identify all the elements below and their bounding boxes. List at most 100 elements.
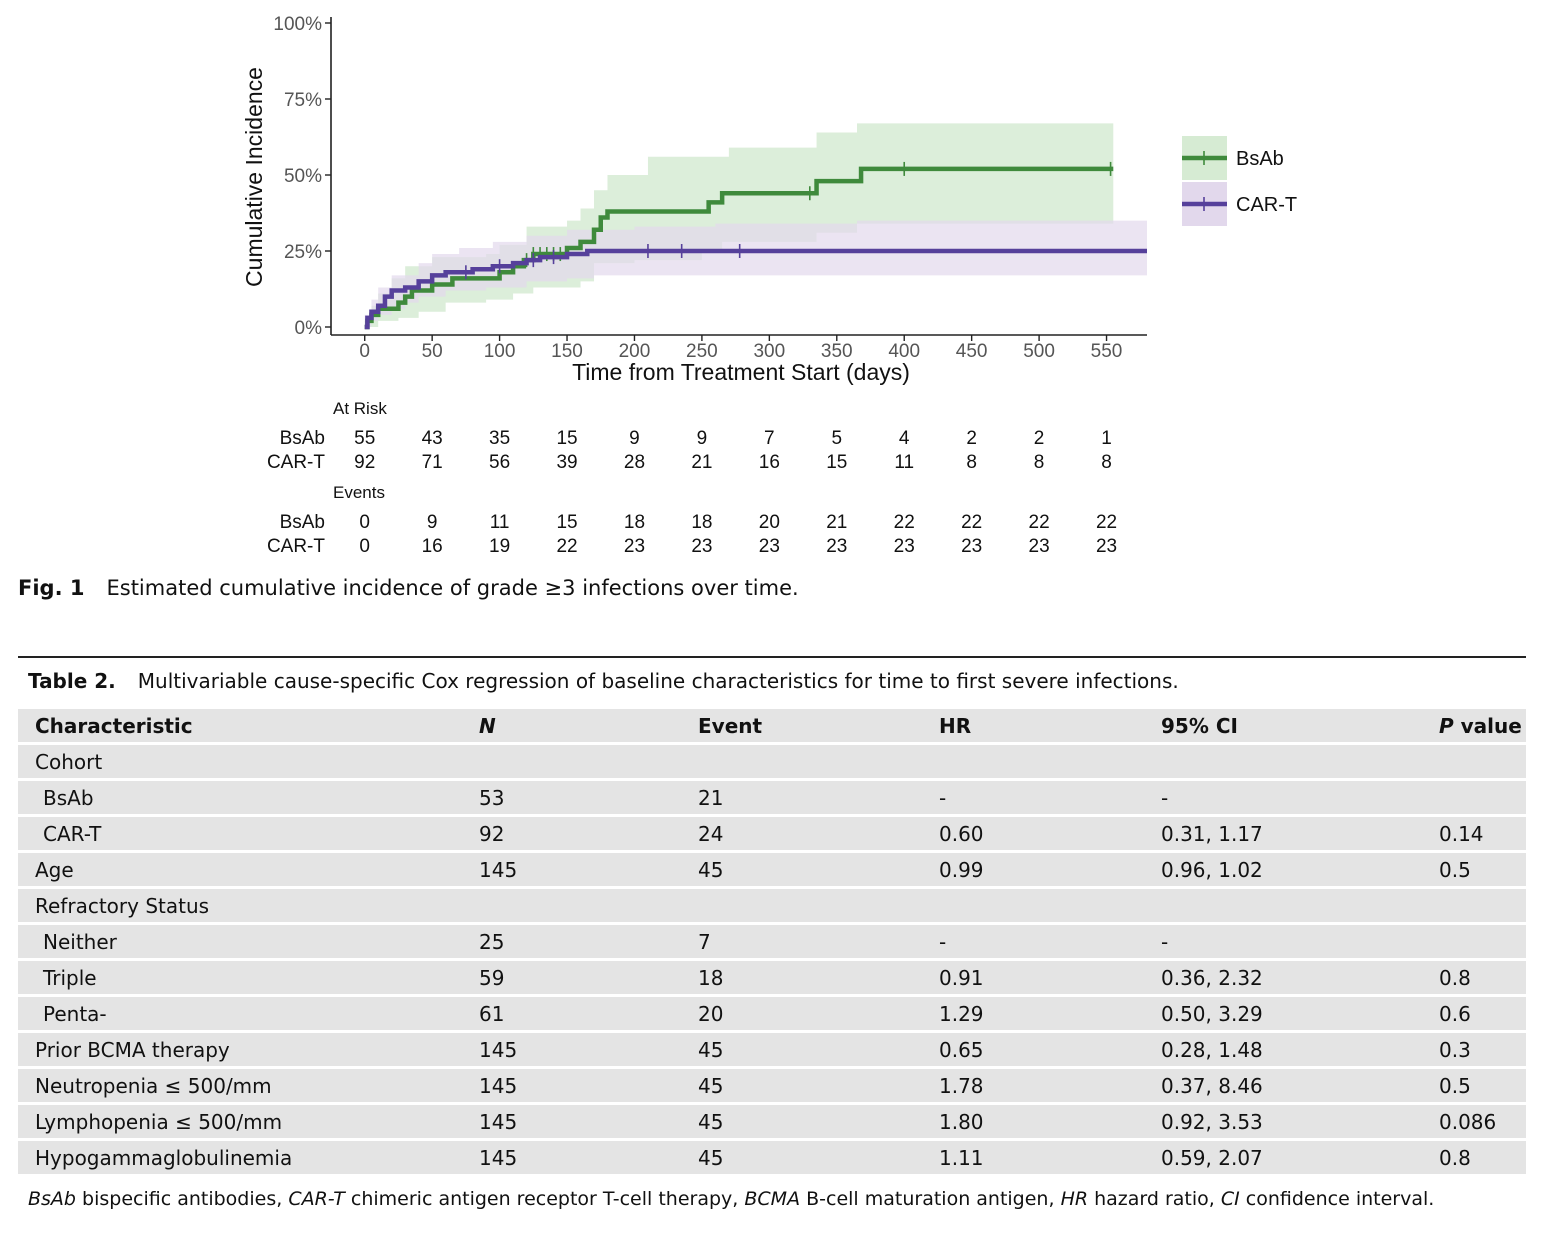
- cell-characteristic: CAR-T: [18, 817, 479, 850]
- footnote-abbreviation: HR: [1060, 1188, 1089, 1210]
- cell-hr: 0.91: [939, 961, 1161, 994]
- x-tick-label: 300: [753, 341, 785, 362]
- footnote-abbreviation: BCMA: [744, 1188, 801, 1210]
- footnote-abbreviation: CAR-T: [288, 1188, 345, 1210]
- cell-p: 0.8: [1439, 961, 1526, 994]
- table-row: Cohort: [18, 745, 1526, 778]
- cell-p: 0.086: [1439, 1105, 1526, 1138]
- cell-hr: -: [939, 925, 1161, 958]
- cell-n: 59: [479, 961, 698, 994]
- y-tick-label: 50%: [284, 166, 322, 187]
- cell-event: 21: [698, 781, 939, 814]
- legend-label-car-t: CAR-T: [1236, 194, 1297, 216]
- cell-event: 18: [698, 961, 939, 994]
- cell-p: [1439, 781, 1526, 814]
- table-row: Hypogammaglobulinemia 145 45 1.11 0.59, 2.07…: [18, 1141, 1526, 1174]
- cell-event: 45: [698, 1033, 939, 1066]
- cell-ci: [1161, 745, 1439, 778]
- cell-ci: 0.96, 1.02: [1161, 853, 1439, 886]
- cell-ci: 0.31, 1.17: [1161, 817, 1439, 850]
- cell-characteristic: BsAb: [18, 781, 479, 814]
- table-row: BsAb 53 21- -: [18, 781, 1526, 814]
- header-ci: 95% CI: [1161, 709, 1439, 742]
- chart-legend: BsAb CAR-T: [1182, 136, 1297, 226]
- footnote-definition: B-cell maturation antigen,: [800, 1188, 1061, 1210]
- table-row: Penta- 61 20 1.29 0.50, 3.29 0.6: [18, 997, 1526, 1030]
- figure-caption-text: Estimated cumulative incidence of grade …: [106, 576, 799, 600]
- cell-characteristic: Lymphopenia ≤ 500/mm: [18, 1105, 479, 1138]
- cell-hr: 0.60: [939, 817, 1161, 850]
- cell-p: 0.5: [1439, 853, 1526, 886]
- table-row: CAR-T 92 24 0.60 0.31, 1.17 0.14: [18, 817, 1526, 850]
- cell-p: [1439, 889, 1526, 922]
- table-footnote: BsAb bispecific antibodies, CAR-T chimer…: [28, 1188, 1434, 1210]
- x-tick-label: 400: [888, 341, 920, 362]
- x-tick-label: 550: [1091, 341, 1123, 362]
- cell-n: 145: [479, 853, 698, 886]
- cell-ci: 0.28, 1.48: [1161, 1033, 1439, 1066]
- cell-characteristic: Cohort: [18, 745, 479, 778]
- table-title-text: Multivariable cause-specific Cox regress…: [137, 669, 1179, 693]
- cell-hr: 0.65: [939, 1033, 1161, 1066]
- cell-characteristic: Neutropenia ≤ 500/mm: [18, 1069, 479, 1102]
- header-p-value: P value: [1439, 709, 1526, 742]
- figure-caption: Fig. 1 Estimated cumulative incidence of …: [18, 576, 799, 600]
- cell-n: 145: [479, 1105, 698, 1138]
- header-hr: HR: [939, 709, 1161, 742]
- x-tick-label: 150: [551, 341, 583, 362]
- cell-n: 145: [479, 1033, 698, 1066]
- y-axis-label: Cumulative Incidence: [241, 67, 267, 287]
- cell-p: [1439, 745, 1526, 778]
- cell-event: [698, 745, 939, 778]
- cell-n: 92: [479, 817, 698, 850]
- cell-hr: 0.99: [939, 853, 1161, 886]
- x-axis-label: Time from Treatment Start (days): [572, 359, 910, 385]
- cell-p: 0.8: [1439, 1141, 1526, 1174]
- table-top-rule: [18, 656, 1526, 658]
- x-tick-label: 50: [422, 341, 443, 362]
- table-row: Refractory Status: [18, 889, 1526, 922]
- y-tick-label: 0%: [295, 318, 323, 339]
- cell-hr: 1.78: [939, 1069, 1161, 1102]
- y-tick-label: 100%: [273, 14, 322, 35]
- y-tick-label: 25%: [284, 242, 322, 263]
- cell-p: 0.3: [1439, 1033, 1526, 1066]
- x-tick-label: 250: [686, 341, 718, 362]
- cell-ci: [1161, 889, 1439, 922]
- header-p: P: [1439, 713, 1454, 738]
- cell-n: 61: [479, 997, 698, 1030]
- figure-caption-label: Fig. 1: [18, 576, 85, 600]
- cell-hr: 1.11: [939, 1141, 1161, 1174]
- x-tick-label: 100: [484, 341, 516, 362]
- cell-hr: 1.29: [939, 997, 1161, 1030]
- cell-event: 24: [698, 817, 939, 850]
- cell-p: 0.6: [1439, 997, 1526, 1030]
- footnote-definition: hazard ratio,: [1088, 1188, 1221, 1210]
- cell-characteristic: Prior BCMA therapy: [18, 1033, 479, 1066]
- table-row: Age 145 45 0.99 0.96, 1.02 0.5: [18, 853, 1526, 886]
- cell-event: 45: [698, 853, 939, 886]
- table-row: Neutropenia ≤ 500/mm 145 45 1.78 0.37, 8.46 0…: [18, 1069, 1526, 1102]
- cell-characteristic: Neither: [18, 925, 479, 958]
- cell-ci: 0.50, 3.29: [1161, 997, 1439, 1030]
- header-characteristic: Characteristic: [18, 709, 479, 742]
- table-row: Triple 59 18 0.91 0.36, 2.32 0.8: [18, 961, 1526, 994]
- footnote-definition: confidence interval.: [1239, 1188, 1435, 1210]
- footnote-definition: chimeric antigen receptor T-cell therapy…: [344, 1188, 745, 1210]
- cell-hr: [939, 745, 1161, 778]
- x-tick-label: 0: [359, 341, 370, 362]
- legend-label-bsab: BsAb: [1236, 148, 1284, 170]
- x-tick-label: 200: [619, 341, 651, 362]
- cell-characteristic: Refractory Status: [18, 889, 479, 922]
- cell-characteristic: Age: [18, 853, 479, 886]
- cell-characteristic: Triple: [18, 961, 479, 994]
- cell-p: [1439, 925, 1526, 958]
- cell-n: 25: [479, 925, 698, 958]
- cell-hr: [939, 889, 1161, 922]
- cell-characteristic: Penta-: [18, 997, 479, 1030]
- cell-event: 20: [698, 997, 939, 1030]
- cell-ci: 0.37, 8.46: [1161, 1069, 1439, 1102]
- cell-hr: 1.80: [939, 1105, 1161, 1138]
- table-header-row: Characteristic N Event HR 95% CI P value: [18, 709, 1526, 742]
- cell-n: 53: [479, 781, 698, 814]
